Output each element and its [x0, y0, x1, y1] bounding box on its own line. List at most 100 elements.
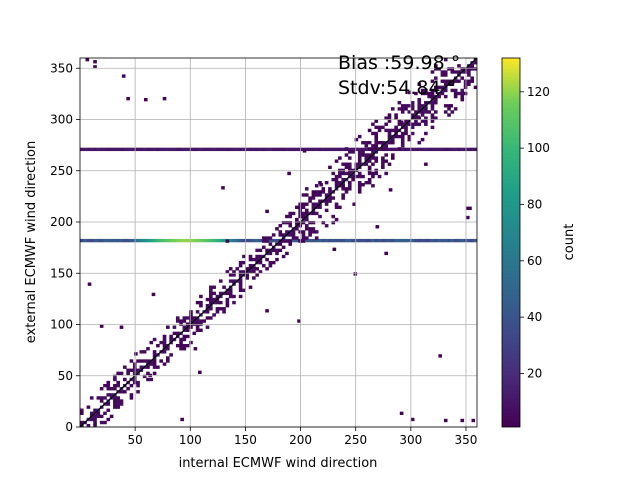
diagonal-spread-cell [367, 177, 372, 182]
diagonal-spread-cell [374, 137, 379, 142]
band-cell [182, 147, 187, 152]
diagonal-spread-cell [474, 30, 478, 33]
band-cell [169, 147, 173, 152]
diagonal-spread-cell [361, 153, 365, 157]
diagonal-spread-cell [381, 156, 385, 160]
diagonal-spread-cell [450, 88, 455, 93]
diagonal-spread-cell [278, 230, 283, 234]
diagonal-spread-cell [364, 153, 369, 157]
diagonal-spread-cell [209, 300, 213, 305]
band-cell [321, 238, 326, 243]
diagonal-spread-cell [361, 150, 365, 154]
diagonal-spread-cell [324, 224, 329, 228]
band-cell [414, 238, 418, 243]
diagonal-spread-cell [374, 159, 379, 163]
diagonal-spread-cell [304, 211, 309, 216]
x-tick-label: 350 [455, 433, 478, 447]
diagonal-spread-cell [245, 276, 250, 280]
diagonal-spread-cell [328, 199, 332, 203]
band-cell [136, 238, 140, 243]
band-cell [146, 238, 150, 243]
diagonal-spread-cell [367, 141, 372, 145]
diagonal-spread-cell [301, 193, 306, 197]
diagonal-spread-cell [278, 224, 283, 228]
diagonal-spread-cell [261, 264, 266, 268]
diagonal-spread-cell [334, 159, 339, 163]
diagonal-spread-cell [314, 202, 319, 206]
band-cell [314, 238, 319, 243]
outlier-cell [151, 292, 156, 297]
diagonal-spread-cell [142, 350, 147, 354]
diagonal-spread-cell [433, 88, 438, 93]
diagonal-spread-cell [410, 131, 415, 136]
diagonal-spread-cell [394, 116, 398, 120]
diagonal-spread-cell [367, 128, 372, 133]
diagonal-spread-cell [93, 427, 97, 430]
diagonal-spread-cell [414, 116, 418, 120]
diagonal-spread-cell [474, 46, 478, 49]
diagonal-spread-cell [400, 134, 405, 139]
x-tick-label: 200 [289, 433, 312, 447]
diagonal-spread-cell [440, 91, 445, 96]
diagonal-spread-cell [387, 141, 392, 145]
diagonal-spread-cell [381, 162, 385, 166]
diagonal-spread-cell [410, 104, 415, 108]
diagonal-spread-cell [433, 101, 438, 105]
diagonal-spread-cell [447, 67, 451, 71]
outlier-cell [121, 74, 126, 78]
band-cell [119, 238, 124, 243]
diagonal-spread-cell [205, 325, 210, 329]
diagonal-spread-cell [80, 436, 84, 439]
diagonal-spread-cell [132, 371, 137, 376]
diagonal-spread-cell [215, 294, 220, 299]
outlier-cell [265, 209, 269, 214]
band-cell [212, 238, 216, 243]
diagonal-spread-cell [228, 267, 233, 271]
diagonal-spread-cell [189, 316, 193, 320]
diagonal-spread-cell [377, 128, 382, 133]
band-cell [390, 238, 395, 243]
diagonal-spread-cell [424, 101, 428, 105]
diagonal-spread-cell [324, 181, 329, 185]
outlier-cell [93, 65, 97, 69]
y-tick-label: 100 [50, 318, 73, 332]
colorbar-tick-label: 20 [527, 366, 542, 380]
diagonal-spread-cell [384, 144, 388, 148]
diagonal-spread-cell [96, 396, 101, 400]
diagonal-spread-cell [156, 343, 160, 348]
diagonal-spread-cell [384, 147, 388, 151]
diagonal-spread-cell [179, 319, 183, 323]
band-cell [235, 147, 240, 152]
diagonal-spread-cell [228, 294, 233, 299]
diagonal-spread-cell [304, 193, 309, 197]
diagonal-spread-cell [212, 297, 216, 302]
band-cell [291, 238, 296, 243]
diagonal-spread-cell [106, 417, 111, 422]
diagonal-spread-cell [437, 94, 441, 99]
diagonal-spread-cell [344, 165, 349, 170]
diagonal-spread-cell [318, 181, 322, 185]
diagonal-spread-cell [474, 52, 478, 55]
diagonal-spread-cell [397, 107, 402, 111]
diagonal-spread-cell [142, 374, 147, 379]
diagonal-spread-cell [96, 411, 101, 416]
diagonal-spread-cell [354, 174, 359, 179]
diagonal-spread-cell [136, 383, 140, 388]
diagonal-spread-cell [321, 187, 326, 191]
diagonal-spread-cell [374, 171, 379, 176]
band-cell [321, 147, 326, 152]
diagonal-spread-cell [281, 220, 286, 225]
outlier-cell [449, 104, 454, 108]
diagonal-spread-cell [228, 288, 233, 293]
diagonal-spread-cell [225, 291, 230, 296]
diagonal-spread-cell [453, 79, 458, 83]
diagonal-spread-cell [374, 134, 379, 139]
diagonal-spread-cell [374, 147, 379, 151]
diagonal-spread-cell [192, 316, 197, 320]
outlier-cell [468, 206, 472, 211]
outlier-cell [225, 239, 230, 243]
diagonal-spread-cell [215, 300, 220, 305]
diagonal-spread-cell [248, 254, 253, 259]
outlier-cell [93, 60, 97, 64]
band-cell [83, 238, 87, 243]
